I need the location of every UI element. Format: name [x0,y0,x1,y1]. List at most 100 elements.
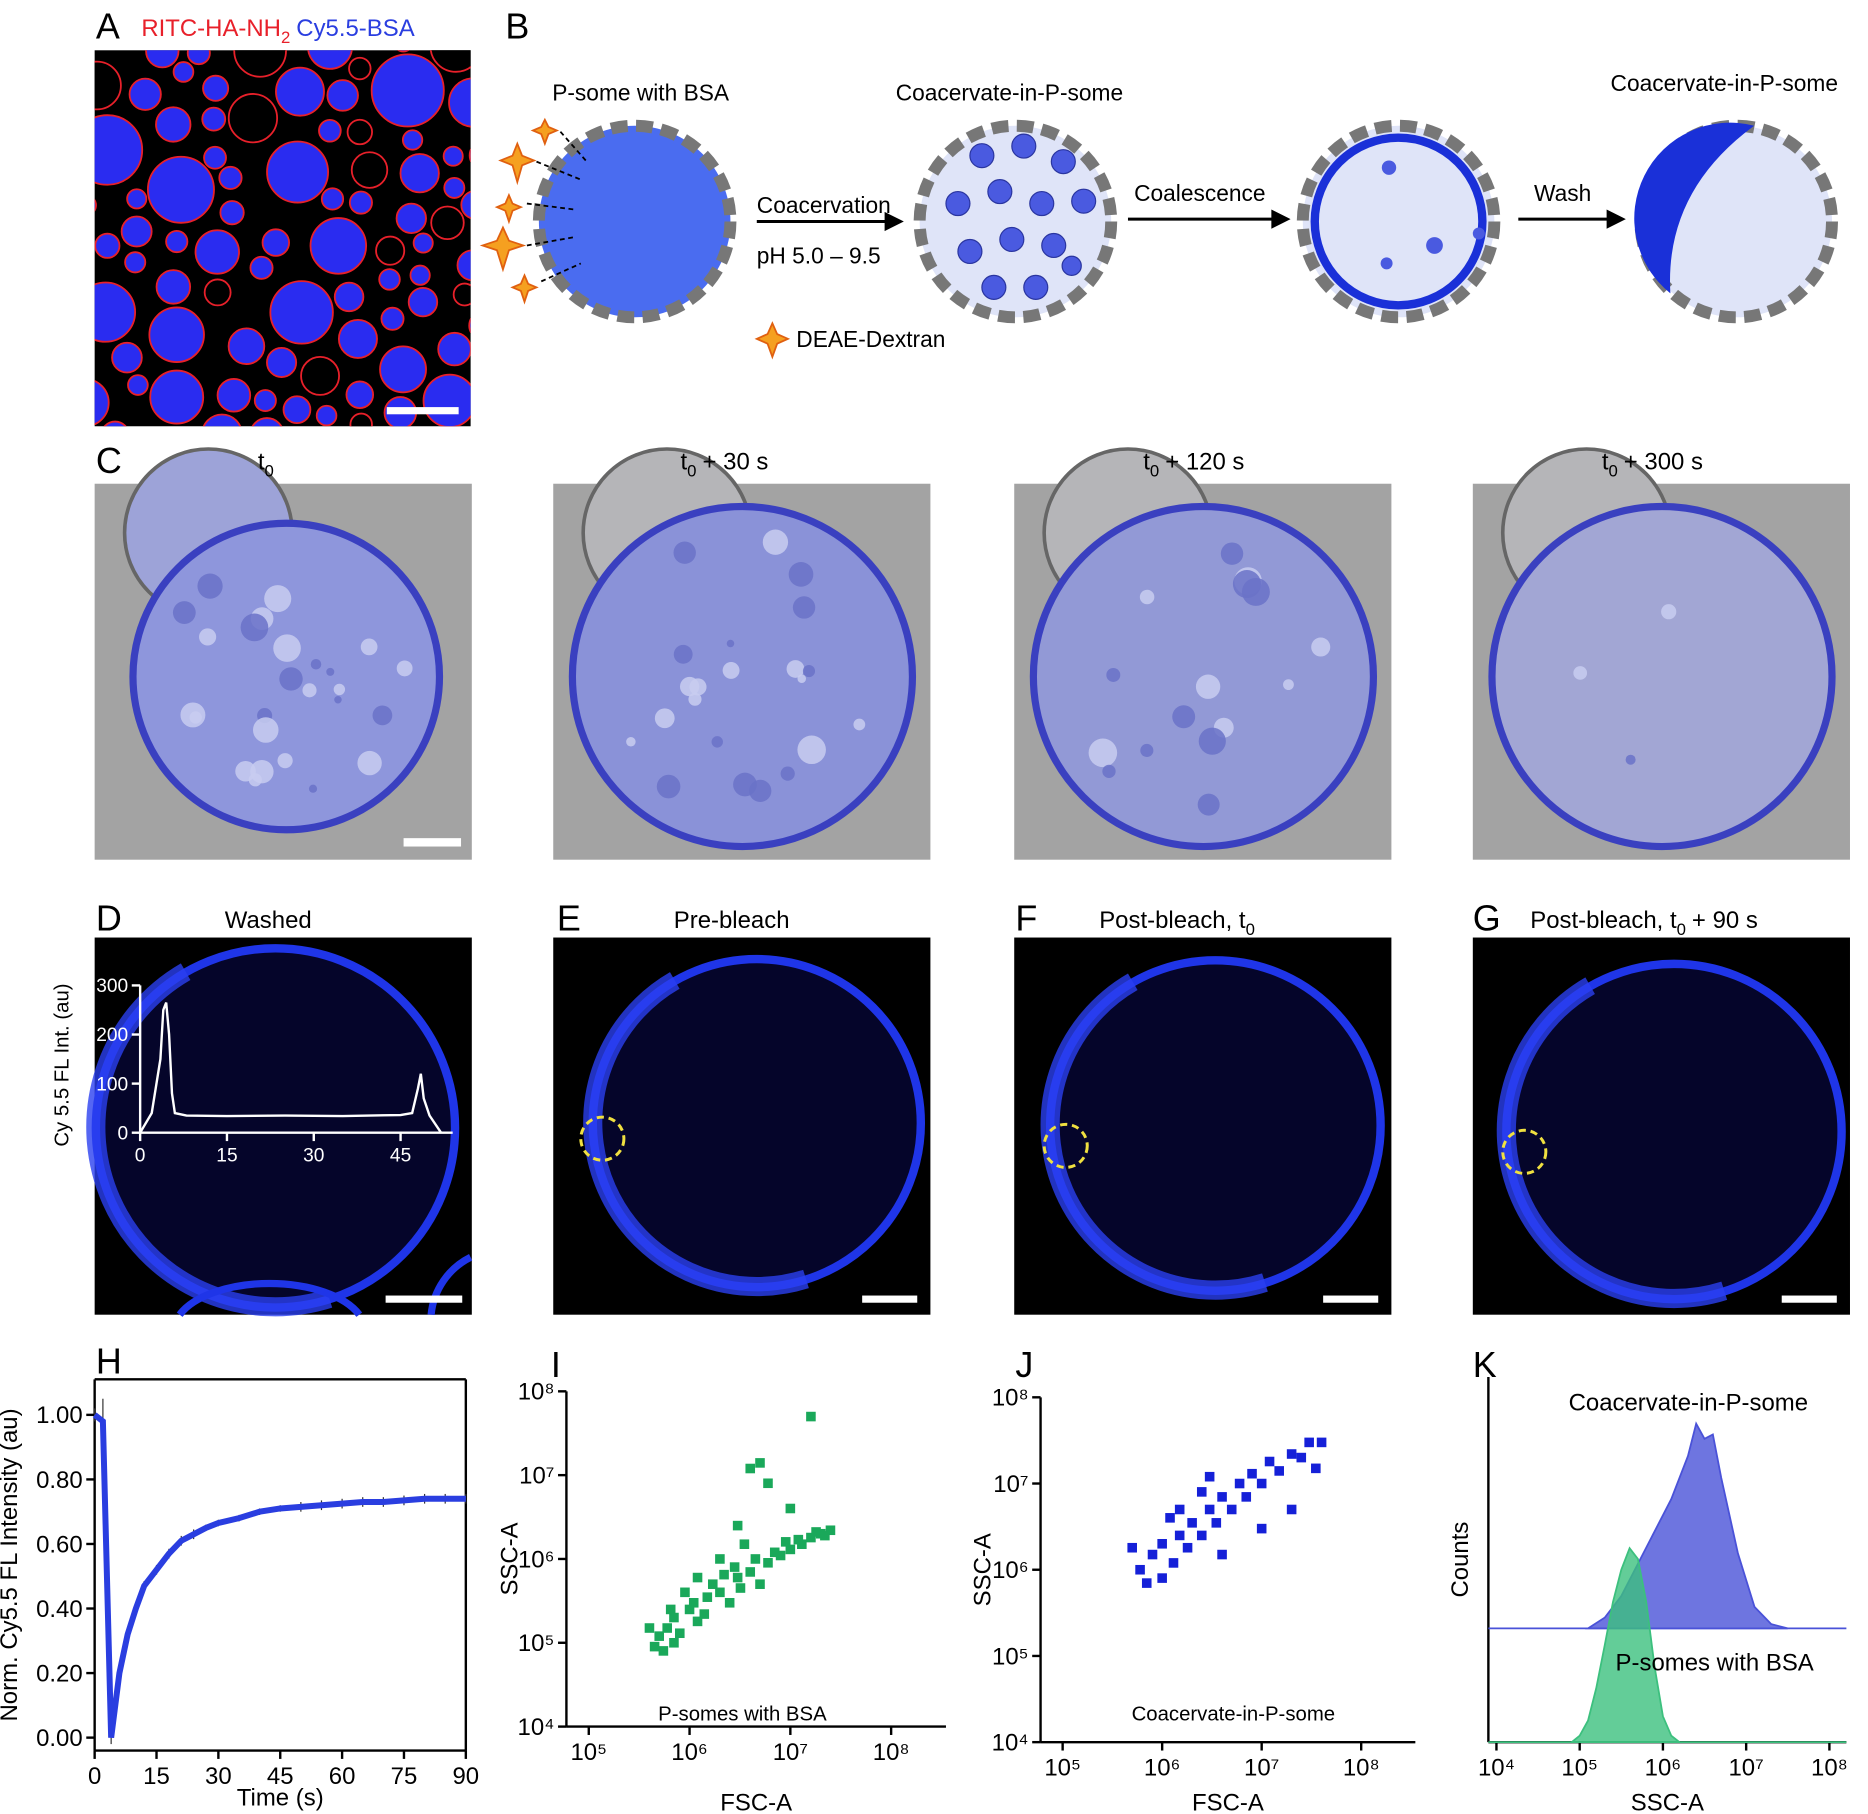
droplet [468,148,471,163]
charts: 0 15 30 45 0 100 200 300 Cy 5.5 FL Int. (au) 0 15 3… [0,976,1848,1814]
coalescing-p-some [1296,119,1501,324]
point [1274,1466,1284,1476]
title-part: t [1143,448,1150,475]
droplet [266,140,329,204]
y-axis-label: Cy 5.5 FL Int. (au) [51,983,73,1146]
title-part: Washed [225,907,312,934]
droplet [282,395,312,425]
title-part: + 30 s [703,448,769,475]
panels-d-g [86,937,1850,1317]
coacervate-arc [1040,973,1268,1300]
panel-label: D [96,897,122,938]
point [680,1587,690,1598]
point [1234,1478,1245,1489]
x-axis-label: FSC-A [1192,1789,1264,1814]
droplet [310,658,322,670]
point [669,1637,679,1648]
droplet [656,774,681,799]
panel-label: G [1473,897,1501,938]
droplet [1220,542,1244,565]
point [1168,1558,1179,1568]
droplet [396,660,413,677]
droplet [788,562,814,587]
point [1256,1478,1267,1489]
droplet [252,717,279,743]
droplet [302,683,317,698]
point [665,1604,676,1615]
point [692,1616,703,1627]
droplet [407,286,439,318]
x-tick-label: 10⁷ [773,1739,808,1766]
chart: 0 15 30 45 0 100 200 300 Cy 5.5 FL Int. (au) [51,976,453,1166]
point [1264,1456,1275,1467]
x-tick-label: 0 [88,1763,101,1790]
droplet [203,278,232,307]
droplet [802,665,816,678]
line [139,1002,443,1134]
droplet [1283,679,1294,691]
point [732,1520,743,1531]
vesicle [1488,502,1836,851]
point [755,1458,765,1468]
point [1127,1542,1137,1553]
y-tick-label: 10⁵ [992,1643,1029,1670]
droplet [337,318,378,359]
label: Coacervate-in-P-some [896,80,1123,106]
x-tick-label: 10⁶ [1645,1755,1681,1782]
droplet [1197,793,1220,816]
droplet [149,369,205,425]
title-part: t [1602,448,1609,475]
droplet [197,573,223,599]
x-tick-label: 30 [205,1763,232,1790]
y-tick-label: 0.00 [36,1725,83,1752]
droplet [409,264,431,286]
droplet [1573,666,1588,680]
x-tick-label: 45 [390,1145,411,1166]
droplet [202,413,242,427]
y-axis-label: Norm. Cy5.5 FL Intensity (au) [0,1408,23,1721]
coacervates [945,133,1097,300]
y-tick-label: 200 [96,1025,128,1046]
y-tick-label: 0.60 [36,1531,83,1558]
scale-bar [862,1295,918,1303]
droplet [333,281,365,313]
x-tick-label: 10⁶ [1144,1755,1180,1782]
droplet [264,585,292,613]
point [1196,1530,1207,1541]
droplet [689,678,707,696]
droplet [201,106,227,132]
point [739,1539,750,1549]
coacervate-arc [86,963,333,1317]
droplet [334,696,342,704]
droplet [733,772,757,797]
chart: 10⁵ 10⁶ 10⁷ 10⁸ 10⁴ 10⁵ 10⁶ 10⁷ 10⁸ FSC-A SSC-A Coa… [969,1385,1416,1814]
droplet [399,153,440,194]
droplet [348,190,373,215]
y-tick-label: 0 [118,1123,129,1144]
droplet [346,118,373,146]
point [1165,1513,1175,1523]
label: Coacervate-in-P-some [1611,70,1838,96]
droplet [654,708,675,729]
arrows [526,131,588,283]
scale-bar [403,838,462,847]
x-tick-label: 10⁴ [1478,1755,1515,1782]
point [1211,1518,1222,1528]
point [724,1597,735,1608]
droplet [360,638,378,656]
point [1196,1487,1207,1497]
title-part: 0 [1246,920,1255,939]
histogram [1569,1546,1683,1744]
point [707,1579,718,1589]
point [688,1597,699,1608]
y-tick-label: 10⁶ [518,1546,554,1573]
droplet [165,229,189,254]
point [1157,1538,1167,1549]
panel-labels: A B C D E F G H I J K [96,5,1501,1385]
droplet [380,306,405,331]
point [825,1525,836,1536]
x-axis-label: SSC-A [1631,1789,1704,1814]
scale-bar [385,1295,463,1303]
droplet [219,200,245,226]
